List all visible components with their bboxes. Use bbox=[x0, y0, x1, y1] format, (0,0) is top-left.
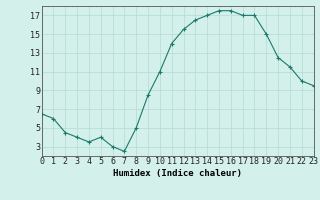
X-axis label: Humidex (Indice chaleur): Humidex (Indice chaleur) bbox=[113, 169, 242, 178]
